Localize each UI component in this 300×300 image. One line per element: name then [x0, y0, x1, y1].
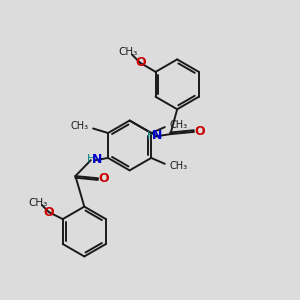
Text: H: H — [87, 154, 95, 164]
Text: O: O — [194, 125, 205, 138]
Text: H: H — [147, 130, 155, 140]
Text: O: O — [44, 206, 55, 219]
Text: CH₃: CH₃ — [169, 161, 188, 171]
Text: CH₃: CH₃ — [29, 198, 48, 208]
Text: N: N — [92, 153, 102, 166]
Text: CH₃: CH₃ — [119, 47, 138, 57]
Text: CH₃: CH₃ — [169, 120, 188, 130]
Text: N: N — [152, 129, 162, 142]
Text: CH₃: CH₃ — [70, 121, 88, 131]
Text: O: O — [98, 172, 109, 185]
Text: O: O — [135, 56, 146, 69]
